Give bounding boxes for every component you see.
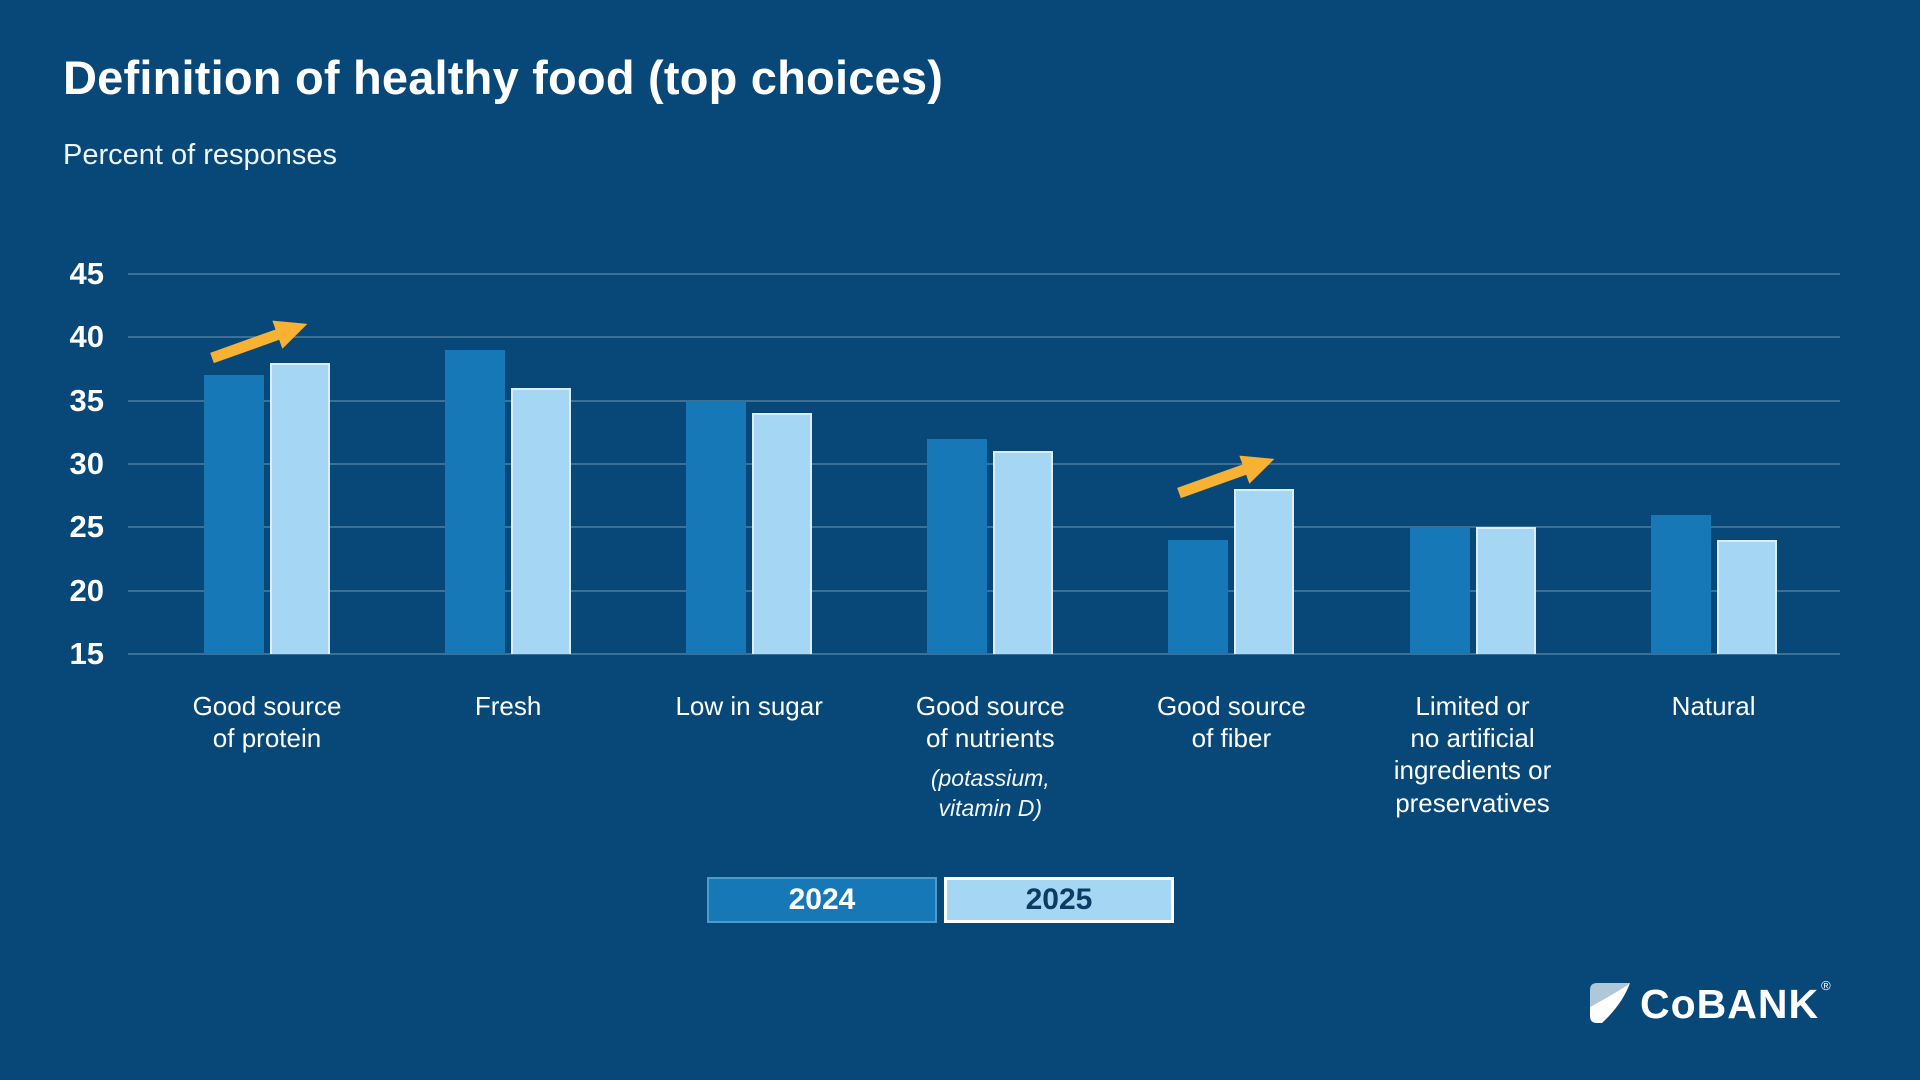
gridline-y-35 bbox=[128, 399, 1840, 402]
y-axis-tick-label-35: 35 bbox=[69, 382, 104, 418]
category-label-6: Limited or no artificial ingredients or … bbox=[1393, 691, 1552, 818]
bar-2024-category-1 bbox=[204, 375, 264, 654]
bar-2025-category-5 bbox=[1234, 489, 1295, 654]
y-axis-tick-label-15: 15 bbox=[69, 636, 104, 671]
chart-subtitle: Percent of responses bbox=[63, 139, 338, 171]
bar-2024-category-6 bbox=[1409, 527, 1470, 654]
y-axis-tick-label-30: 30 bbox=[69, 446, 104, 481]
category-label-2: Fresh bbox=[474, 691, 542, 721]
bar-2024-category-2 bbox=[445, 350, 506, 654]
x-axis-category-labels: Good source of protein Fresh Low in sugar G… bbox=[128, 690, 1840, 870]
gridline-y-40 bbox=[128, 336, 1840, 339]
category-label-note-4: (potassium, vitamin D) bbox=[930, 765, 1050, 822]
category-label-7: Natural bbox=[1671, 691, 1756, 721]
y-axis-tick-label-45: 45 bbox=[69, 256, 104, 291]
bar-2025-category-3 bbox=[752, 413, 813, 654]
registered-trademark-symbol: ® bbox=[1821, 978, 1832, 993]
category-label-5: Good source of fiber bbox=[1156, 691, 1306, 754]
bar-2025-category-4 bbox=[993, 451, 1054, 654]
increase-arrow-icon bbox=[1177, 455, 1275, 499]
cobank-logo-mark-icon bbox=[1590, 983, 1630, 1023]
category-label-4: Good source of nutrients (potassium, vita… bbox=[840, 690, 1140, 824]
bar-2025-category-2 bbox=[511, 388, 572, 654]
plot-area bbox=[128, 273, 1840, 655]
cobank-logo: CoBANK ® bbox=[1588, 978, 1832, 1028]
y-axis-tick-label-20: 20 bbox=[69, 572, 104, 608]
bar-2025-category-6 bbox=[1475, 527, 1536, 654]
bar-2025-category-1 bbox=[270, 362, 330, 654]
bar-2024-category-7 bbox=[1650, 514, 1711, 654]
legend: 2024 2025 bbox=[707, 877, 1174, 923]
category-label-1: Good source of protein bbox=[192, 691, 342, 754]
legend-item-2025: 2025 bbox=[944, 877, 1174, 923]
gridline-y-45 bbox=[128, 273, 1840, 275]
legend-label-2025: 2025 bbox=[1025, 883, 1093, 916]
bar-2024-category-3 bbox=[686, 400, 747, 654]
y-axis-tick-label-40: 40 bbox=[69, 319, 104, 355]
y-axis-tick-label-25: 25 bbox=[69, 509, 104, 545]
bar-2024-category-4 bbox=[927, 438, 988, 654]
cobank-logo-text: CoBANK ® bbox=[1640, 978, 1832, 1028]
category-label-3: Low in sugar bbox=[675, 691, 823, 721]
chart-title: Definition of healthy food (top choices) bbox=[63, 51, 944, 104]
legend-item-2024: 2024 bbox=[707, 877, 937, 923]
gridline-y-15 bbox=[128, 653, 1840, 655]
cobank-wordmark: CoBANK bbox=[1640, 981, 1820, 1027]
bar-2025-category-7 bbox=[1716, 540, 1777, 654]
increase-arrow-icon bbox=[210, 320, 308, 364]
bar-2024-category-5 bbox=[1168, 540, 1229, 654]
legend-label-2024: 2024 bbox=[788, 883, 856, 916]
